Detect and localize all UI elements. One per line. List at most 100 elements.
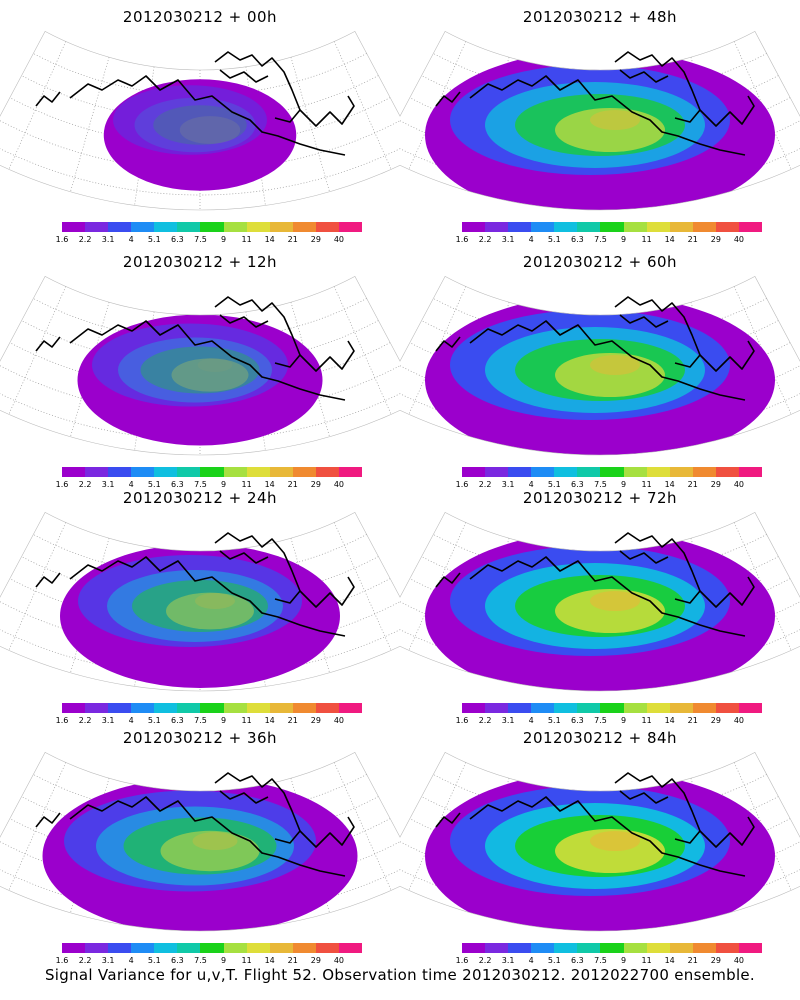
coastline xyxy=(35,51,355,156)
map-12h xyxy=(0,275,400,456)
colorbar-tick-label: 21 xyxy=(687,716,698,725)
colorbar-swatch xyxy=(269,703,293,713)
colorbar-tick-label: 2.2 xyxy=(78,716,92,725)
map-boundary xyxy=(0,751,400,932)
colorbar-tick-label: 9 xyxy=(220,716,227,725)
colorbar-swatch xyxy=(738,703,763,713)
colorbar-swatch xyxy=(577,467,601,477)
colorbar-tick-label: 21 xyxy=(287,235,298,244)
colorbar-swatch xyxy=(508,222,532,232)
colorbar-labels: 1.6 2.2 3.1 4 5.1 6.3 7.5 9 11 14 21 29 40 xyxy=(56,956,362,966)
colorbar-tick-label: 9 xyxy=(620,716,627,725)
colorbar-swatch xyxy=(292,943,316,953)
colorbar-tick-label: 40 xyxy=(333,716,345,725)
colorbar-tick-label: 3.1 xyxy=(101,480,115,489)
colorbar-swatch xyxy=(246,943,270,953)
panel-60h: 2012030212 + 60h 1.6 2.2 3.1 4 5.1 6.3 7.5 9 11 1… xyxy=(400,245,800,490)
colorbar-swatch xyxy=(485,703,509,713)
colorbar-swatch xyxy=(669,222,693,232)
colorbar-tick-label: 2.2 xyxy=(78,235,92,244)
colorbar-tick-label: 6.3 xyxy=(571,480,584,489)
colorbar-swatch xyxy=(177,943,201,953)
colorbar-tick-label: 5.1 xyxy=(547,956,561,965)
colorbar-tick-label: 5.1 xyxy=(547,716,561,725)
panel-title: 2012030212 + 48h xyxy=(522,8,678,26)
colorbar-swatch xyxy=(292,467,316,477)
colorbar-tick-label: 21 xyxy=(287,716,298,725)
colorbar xyxy=(462,943,763,953)
colorbar-tick-label: 5.1 xyxy=(547,480,561,489)
colorbar-tick-label: 11 xyxy=(641,480,652,489)
colorbar-swatch xyxy=(85,943,109,953)
variance-field xyxy=(42,777,358,931)
colorbar-swatch xyxy=(131,222,155,232)
panel-title: 2012030212 + 24h xyxy=(122,489,278,507)
colorbar-tick-label: 29 xyxy=(710,956,721,965)
colorbar-swatch xyxy=(600,467,624,477)
colorbar-tick-label: 6.3 xyxy=(571,716,584,725)
colorbar-swatch xyxy=(646,222,670,232)
colorbar-tick-label: 14 xyxy=(664,956,675,965)
colorbar-swatch xyxy=(692,703,716,713)
panel-72h: 2012030212 + 72h 1.6 2.2 3.1 4 5.1 6.3 7.5 9 11 1… xyxy=(400,481,800,726)
colorbar-tick-label: 3.1 xyxy=(101,716,115,725)
coastline xyxy=(35,772,355,877)
panel-48h: 2012030212 + 48h 1.6 2.2 3.1 4 5.1 6.3 7.5 9 11 1… xyxy=(400,0,800,245)
colorbar-labels: 1.6 2.2 3.1 4 5.1 6.3 7.5 9 11 14 21 29 40 xyxy=(56,480,362,490)
variance-field xyxy=(77,314,323,446)
colorbar-swatch xyxy=(338,943,363,953)
colorbar-tick-label: 6.3 xyxy=(571,956,584,965)
panel-36h: 2012030212 + 36h 1.6 2.2 3.1 4 5.1 6.3 7.5 9 11 1… xyxy=(0,721,400,966)
colorbar-tick-label: 40 xyxy=(333,956,345,965)
colorbar-labels: 1.6 2.2 3.1 4 5.1 6.3 7.5 9 11 14 21 29 40 xyxy=(56,716,362,726)
colorbar-tick-label: 4 xyxy=(528,480,534,489)
colorbar-swatch xyxy=(738,943,763,953)
variance-field xyxy=(103,79,297,191)
colorbar xyxy=(62,222,363,232)
colorbar-swatch xyxy=(715,943,739,953)
colorbar-tick-label: 5.1 xyxy=(147,716,161,725)
colorbar-tick-label: 1.6 xyxy=(455,956,469,965)
colorbar-swatch xyxy=(269,943,293,953)
colorbar-swatch xyxy=(669,943,693,953)
colorbar-tick-label: 4 xyxy=(128,956,134,965)
colorbar-swatch xyxy=(85,467,109,477)
colorbar xyxy=(462,703,763,713)
colorbar-swatch xyxy=(200,703,224,713)
coastline xyxy=(435,51,755,156)
panel-title: 2012030212 + 84h xyxy=(522,729,678,747)
colorbar-swatch xyxy=(108,703,132,713)
colorbar-swatch xyxy=(554,467,578,477)
colorbar-tick-label: 29 xyxy=(710,480,721,489)
colorbar-tick-label: 11 xyxy=(241,956,252,965)
panel-00h: 2012030212 + 00h 1.6 2.2 3.1 4 5.1 6.3 7.5 9 11 1… xyxy=(0,0,400,245)
colorbar-tick-label: 9 xyxy=(220,956,227,965)
colorbar-swatch xyxy=(269,467,293,477)
colorbar-swatch xyxy=(508,943,532,953)
panel-title: 2012030212 + 36h xyxy=(122,729,278,747)
colorbar-swatch xyxy=(554,943,578,953)
colorbar xyxy=(462,467,763,477)
colorbar-tick-label: 2.2 xyxy=(478,716,492,725)
colorbar-swatch xyxy=(85,222,109,232)
map-72h xyxy=(400,511,800,692)
colorbar-swatch xyxy=(246,703,270,713)
colorbar-tick-label: 7.5 xyxy=(194,716,207,725)
colorbar-tick-label: 6.3 xyxy=(171,235,184,244)
figure-caption: Signal Variance for u,v,T. Flight 52. Ob… xyxy=(44,966,756,984)
map-36h xyxy=(0,751,400,932)
colorbar-labels: 1.6 2.2 3.1 4 5.1 6.3 7.5 9 11 14 21 29 40 xyxy=(456,956,762,966)
colorbar-tick-label: 9 xyxy=(620,956,627,965)
colorbar-tick-label: 2.2 xyxy=(478,480,492,489)
colorbar-tick-label: 3.1 xyxy=(501,716,515,725)
colorbar-tick-label: 29 xyxy=(310,480,321,489)
colorbar-tick-label: 40 xyxy=(733,235,745,244)
colorbar-swatch xyxy=(315,222,339,232)
colorbar-swatch xyxy=(62,222,86,232)
colorbar-tick-label: 21 xyxy=(687,480,698,489)
colorbar-swatch xyxy=(623,943,647,953)
colorbar-swatch xyxy=(154,467,178,477)
colorbar-swatch xyxy=(646,467,670,477)
colorbar-tick-label: 40 xyxy=(733,956,745,965)
colorbar-tick-label: 1.6 xyxy=(455,235,469,244)
